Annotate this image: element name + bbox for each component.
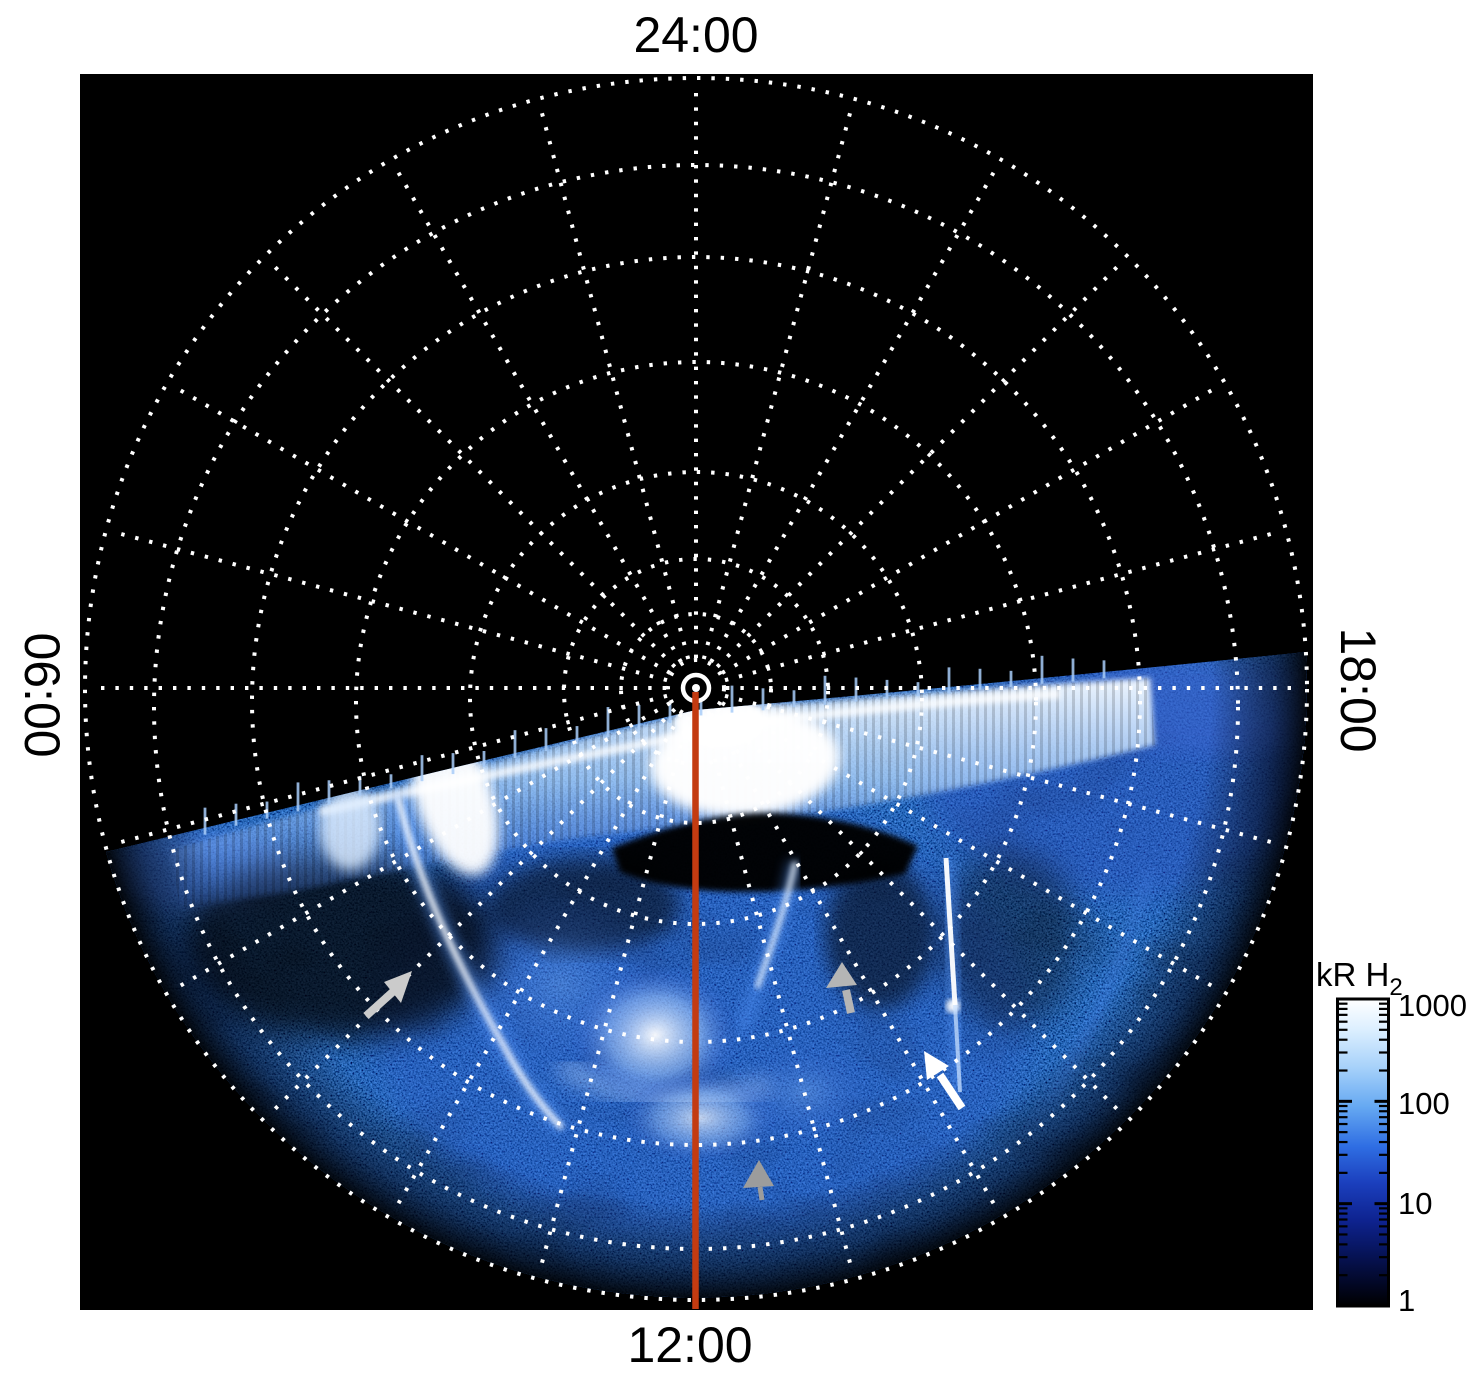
colorbar-tick-label-1000: 1000 xyxy=(1398,988,1467,1023)
local-time-label-left: 06:00 xyxy=(14,632,70,757)
colorbar-tick-label-100: 100 xyxy=(1398,1086,1450,1121)
aurora-polar-figure: 24:00 12:00 06:00 18:00 kR H2 1000 100 1… xyxy=(0,0,1480,1384)
local-time-label-bottom: 12:00 xyxy=(627,1317,752,1373)
local-time-label-right: 18:00 xyxy=(1330,627,1386,752)
colorbar-gradient xyxy=(1338,999,1389,1306)
colorbar-tick-label-10: 10 xyxy=(1398,1186,1432,1221)
colorbar-title: kR H2 xyxy=(1316,956,1403,1001)
pole-marker-dot xyxy=(692,684,700,692)
colorbar: kR H2 1000 100 10 1 xyxy=(1316,956,1467,1318)
colorbar-tick-label-1: 1 xyxy=(1398,1283,1415,1318)
local-time-label-top: 24:00 xyxy=(633,7,758,63)
